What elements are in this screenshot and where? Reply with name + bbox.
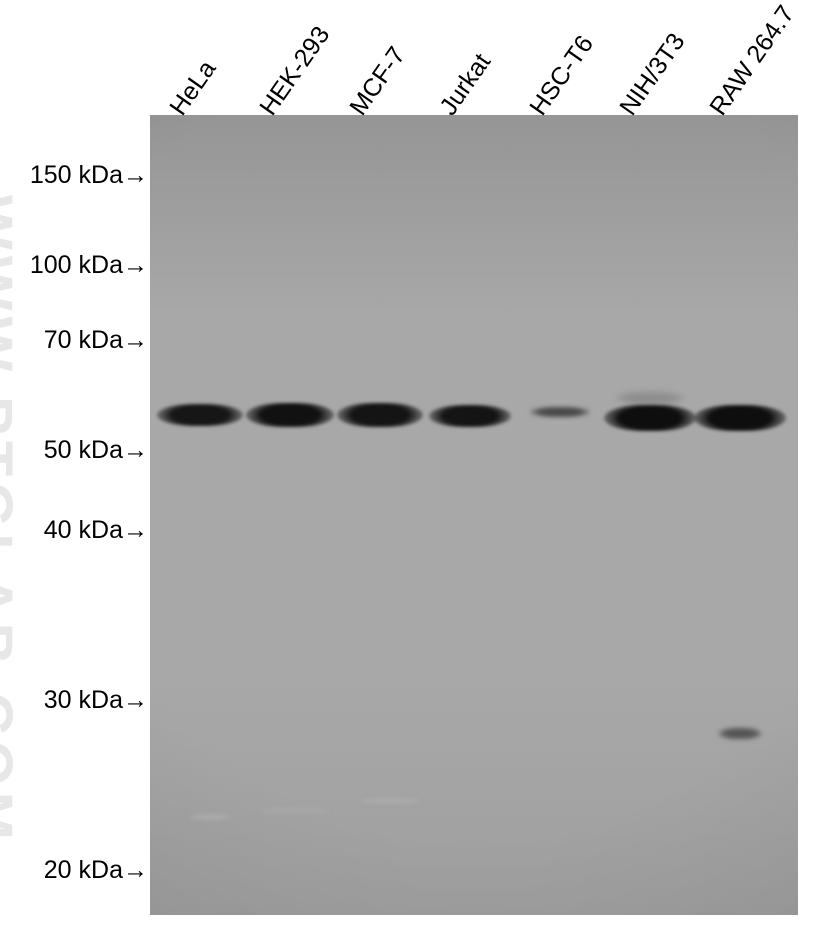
membrane-smudge [190, 815, 230, 819]
mw-marker-label: 70 kDa→ [44, 326, 148, 355]
mw-marker-label: 20 kDa→ [44, 856, 148, 885]
protein-band [604, 405, 696, 431]
protein-band [694, 405, 786, 431]
lane-label: Jurkat [434, 49, 497, 121]
watermark-text: WWW.PTGLAB.COM [0, 195, 25, 846]
lane-label: HSC-T6 [524, 30, 600, 121]
mw-marker-label: 100 kDa→ [30, 251, 148, 280]
mw-marker-label: 30 kDa→ [44, 686, 148, 715]
protein-band-halo [615, 392, 685, 404]
lane-label: HEK-293 [254, 21, 336, 121]
protein-band [337, 403, 423, 427]
lane-label: HeLa [164, 55, 222, 121]
protein-band [429, 405, 511, 427]
western-blot-figure: WWW.PTGLAB.COM HeLa HEK-293MCF-7 Jurkat HSC… [0, 0, 833, 933]
blot-membrane-panel [150, 115, 798, 915]
mw-marker-label: 50 kDa→ [44, 436, 148, 465]
protein-band [530, 407, 590, 417]
membrane-smudge [260, 808, 330, 813]
lane-label: RAW 264.7 [704, 0, 801, 121]
protein-band [246, 403, 334, 427]
mw-marker-label: 40 kDa→ [44, 516, 148, 545]
membrane-smudge [360, 798, 420, 803]
mw-marker-label: 150 kDa→ [30, 161, 148, 190]
lane-label: MCF-7 [344, 42, 412, 121]
lane-label: NIH/3T3 [614, 28, 691, 121]
protein-band [157, 404, 243, 426]
protein-band-minor [718, 728, 762, 739]
